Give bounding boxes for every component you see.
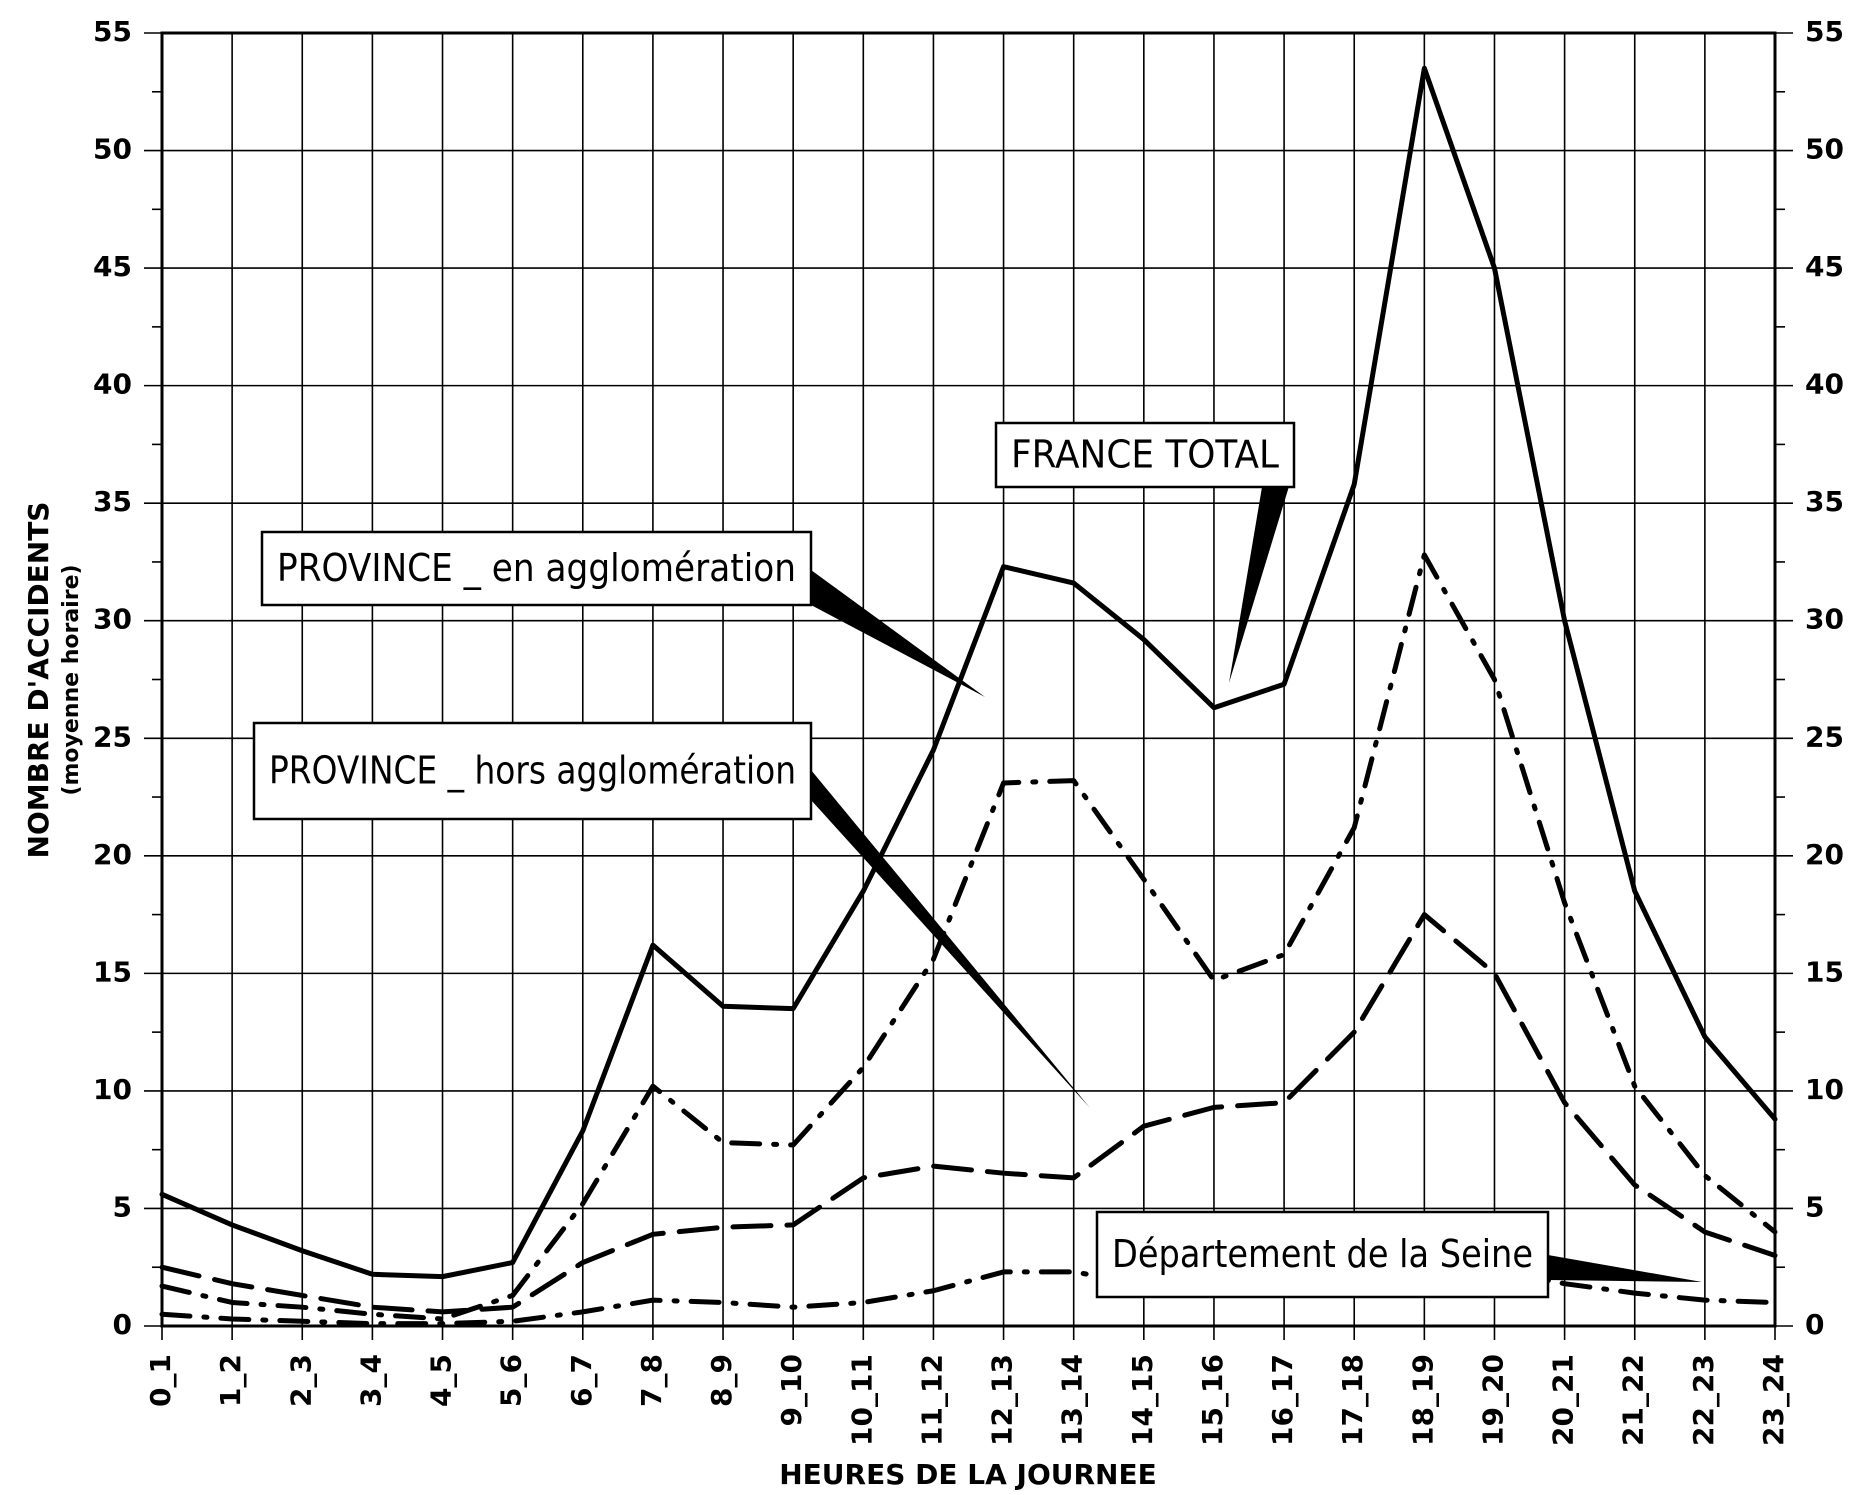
y-axis-label: NOMBRE D'ACCIDENTS bbox=[22, 502, 55, 859]
x-tick-label: 23_24 bbox=[1757, 1354, 1790, 1446]
y2-tick-label: 20 bbox=[1805, 838, 1844, 871]
annotation-box bbox=[252, 721, 813, 821]
legend-label: FRANCE TOTAL bbox=[1011, 433, 1279, 477]
x-tick-label: 21_22 bbox=[1617, 1354, 1650, 1446]
y-tick-label: 10 bbox=[93, 1073, 132, 1106]
x-tick-label: 9_10 bbox=[775, 1354, 808, 1426]
x-axis-label: HEURES DE LA JOURNEE bbox=[779, 1458, 1156, 1491]
x-tick-label: 11_12 bbox=[915, 1354, 948, 1446]
x-tick-label: 6_7 bbox=[565, 1354, 598, 1407]
legend-label: PROVINCE _ en agglomération bbox=[277, 546, 796, 590]
annotation-pointer bbox=[1229, 470, 1294, 683]
x-tick-label: 2_3 bbox=[284, 1354, 317, 1407]
y-tick-label: 0 bbox=[113, 1308, 132, 1341]
x-tick-label: 17_18 bbox=[1336, 1354, 1369, 1446]
x-tick-label: 15_16 bbox=[1196, 1354, 1229, 1446]
x-tick-label: 14_15 bbox=[1126, 1354, 1159, 1446]
y-tick-label: 15 bbox=[93, 955, 132, 988]
x-tick-label: 22_23 bbox=[1687, 1354, 1720, 1446]
y-tick-label: 5 bbox=[113, 1190, 132, 1223]
annotation-box bbox=[1095, 1210, 1550, 1299]
x-tick-label: 3_4 bbox=[354, 1354, 387, 1407]
y-tick-label: 30 bbox=[93, 603, 132, 636]
x-tick-label: 12_13 bbox=[986, 1354, 1019, 1446]
series-line bbox=[159, 65, 1778, 1280]
y2-tick-label: 45 bbox=[1805, 250, 1844, 283]
x-tick-label: 19_20 bbox=[1476, 1354, 1509, 1446]
y-tick-label: 45 bbox=[93, 250, 132, 283]
annotation-box bbox=[260, 530, 813, 607]
y2-tick-label: 0 bbox=[1805, 1308, 1824, 1341]
x-tick-label: 10_11 bbox=[845, 1354, 878, 1446]
plot-frame bbox=[160, 31, 1777, 1328]
y2-tick-label: 35 bbox=[1805, 485, 1844, 518]
x-tick-label: 13_14 bbox=[1056, 1354, 1089, 1446]
x-tick-label: 18_19 bbox=[1406, 1354, 1439, 1446]
y-tick-label: 20 bbox=[93, 838, 132, 871]
y2-tick-label: 15 bbox=[1805, 955, 1844, 988]
series-line bbox=[159, 552, 1778, 1322]
y2-tick-label: 50 bbox=[1805, 133, 1844, 166]
annotation-pointer bbox=[811, 570, 985, 697]
x-tick-label: 20_21 bbox=[1547, 1354, 1580, 1446]
annotation-pointer bbox=[811, 770, 1090, 1108]
y-tick-label: 40 bbox=[93, 368, 132, 401]
x-tick-label: 8_9 bbox=[705, 1354, 738, 1407]
x-tick-label: 4_5 bbox=[425, 1354, 458, 1407]
annotation-pointer bbox=[1548, 1255, 1702, 1282]
legend-label: PROVINCE _ hors agglomération bbox=[269, 749, 796, 793]
y-axis-sublabel: (moyenne horaire) bbox=[59, 564, 84, 795]
y2-tick-label: 55 bbox=[1805, 15, 1844, 48]
y-tick-label: 25 bbox=[93, 720, 132, 753]
x-tick-label: 1_2 bbox=[214, 1354, 247, 1407]
annotation-box bbox=[994, 421, 1296, 489]
series-line bbox=[159, 912, 1778, 1315]
legend-label: Département de la Seine bbox=[1112, 1232, 1533, 1276]
y2-tick-label: 30 bbox=[1805, 603, 1844, 636]
y-tick-label: 35 bbox=[93, 485, 132, 518]
y-tick-label: 50 bbox=[93, 133, 132, 166]
y2-tick-label: 40 bbox=[1805, 368, 1844, 401]
x-tick-label: 7_8 bbox=[635, 1354, 668, 1407]
y-tick-label: 55 bbox=[93, 15, 132, 48]
y2-tick-label: 10 bbox=[1805, 1073, 1844, 1106]
x-tick-label: 0_1 bbox=[144, 1354, 177, 1407]
x-tick-label: 5_6 bbox=[495, 1354, 528, 1407]
y2-tick-label: 5 bbox=[1805, 1190, 1824, 1223]
x-tick-label: 16_17 bbox=[1266, 1354, 1299, 1446]
y2-tick-label: 25 bbox=[1805, 720, 1844, 753]
